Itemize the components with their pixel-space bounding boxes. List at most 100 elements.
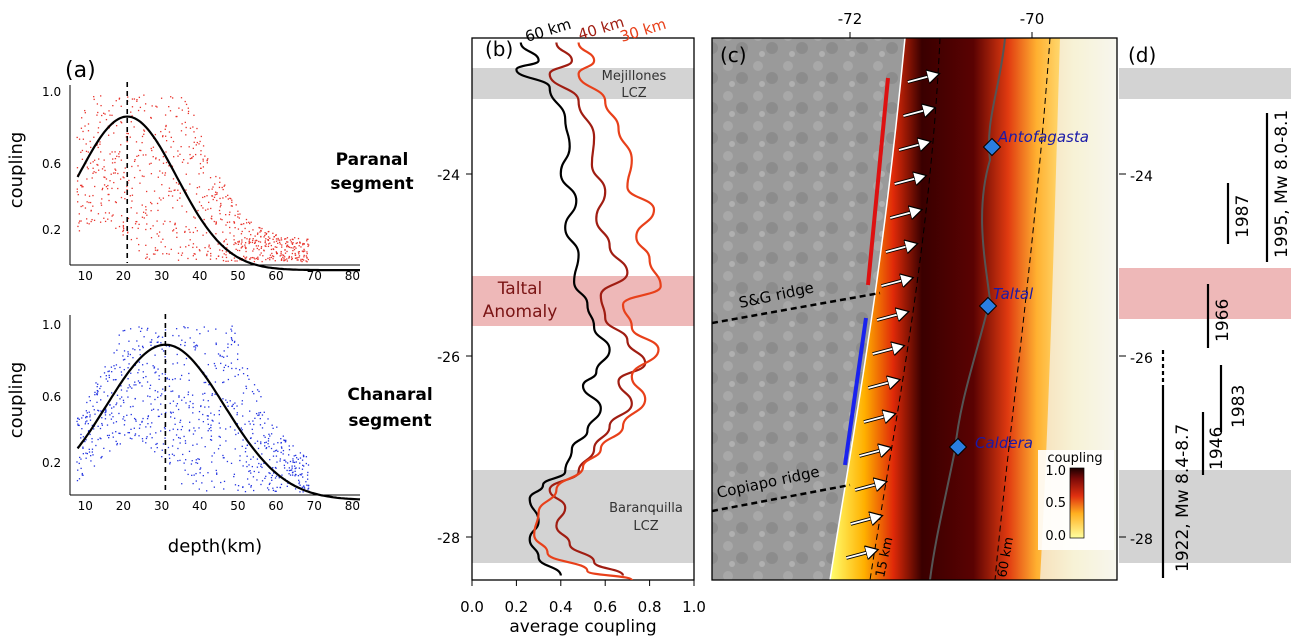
- scatter-point: [96, 103, 99, 105]
- scatter-point: [252, 229, 254, 231]
- scatter-point: [257, 232, 259, 234]
- scatter-point: [225, 238, 227, 241]
- scatter-point: [158, 335, 160, 337]
- scatter-point: [179, 421, 181, 424]
- scatter-point: [85, 439, 87, 441]
- coupling-lines: [515, 42, 662, 582]
- scatter-point: [284, 238, 286, 240]
- scatter-point: [156, 341, 158, 344]
- scatter-point: [93, 428, 95, 430]
- scatter-point: [279, 239, 281, 241]
- scatter-point: [188, 244, 190, 247]
- scatter-point: [100, 457, 102, 459]
- scatter-point: [261, 453, 263, 455]
- scatter-point: [233, 222, 236, 224]
- scatter-point: [255, 257, 258, 260]
- series-line: [515, 42, 611, 576]
- scatter-point: [273, 450, 275, 453]
- scatter-point: [84, 440, 86, 443]
- scatter-point: [86, 416, 88, 418]
- lat-tick-label: -24: [1130, 169, 1153, 185]
- band-label-line2: Anomaly: [483, 302, 558, 322]
- scatter-point: [238, 240, 240, 242]
- scatter-point: [146, 362, 148, 365]
- scatter-point: [80, 184, 82, 187]
- scatter-point: [139, 182, 141, 184]
- scatter-point: [192, 482, 194, 485]
- scatter-point: [145, 190, 148, 193]
- scatter-point: [168, 345, 170, 348]
- scatter-point: [137, 109, 140, 112]
- scatter-point: [95, 382, 97, 384]
- scatter-point: [111, 407, 113, 409]
- scatter-point: [306, 484, 308, 486]
- scatter-point: [189, 337, 191, 339]
- scatter-point: [109, 153, 111, 155]
- scatter-point: [235, 367, 237, 370]
- scatter-point: [169, 110, 172, 112]
- scatter-point: [234, 484, 237, 486]
- scatter-point: [223, 480, 226, 483]
- scatter-point: [265, 447, 267, 450]
- scatter-point: [269, 237, 271, 239]
- scatter-point: [284, 439, 286, 442]
- scatter-point: [196, 443, 198, 445]
- scatter-point: [189, 239, 191, 241]
- scatter-point: [204, 209, 207, 211]
- scatter-point: [126, 390, 128, 392]
- scatter-point: [162, 253, 164, 255]
- scatter-point: [241, 367, 244, 369]
- scatter-point: [136, 212, 138, 214]
- scatter-point: [137, 227, 139, 230]
- scatter-point: [176, 362, 179, 364]
- scatter-point: [302, 259, 305, 261]
- scatter-point: [225, 196, 227, 198]
- scatter-point: [101, 198, 103, 200]
- scatter-point: [192, 147, 194, 150]
- scatter-point: [274, 490, 276, 492]
- scatter-point: [189, 400, 191, 403]
- scatter-point: [142, 440, 144, 442]
- scatter-point: [138, 326, 140, 328]
- scatter-point: [242, 415, 244, 417]
- scatter-point: [204, 246, 206, 249]
- scatter-point: [104, 366, 106, 368]
- lon-tick-label: -72: [838, 10, 863, 28]
- scatter-point: [189, 127, 192, 129]
- band-label-line1: Mejillones: [602, 69, 667, 84]
- scatter-point: [183, 396, 185, 399]
- scatter-point: [97, 409, 99, 412]
- scatter-point: [254, 242, 256, 244]
- scatter-point: [162, 162, 165, 164]
- convergence-arrow-fill: [890, 210, 920, 218]
- scatter-point: [278, 477, 280, 479]
- scatter-point: [280, 252, 282, 254]
- scatter-point: [185, 126, 187, 129]
- scatter-point: [88, 448, 90, 450]
- scatter-point: [113, 406, 115, 408]
- scatter-point: [141, 204, 143, 206]
- scatter-point: [173, 229, 175, 231]
- scatter-point: [122, 230, 124, 233]
- scatter-point: [122, 226, 125, 228]
- rupture-label-1983: 1983: [1229, 385, 1249, 428]
- scatter-point: [89, 201, 92, 204]
- scatter-point: [198, 410, 201, 413]
- scatter-point: [303, 455, 305, 457]
- scatter-point: [177, 408, 180, 411]
- scatter-point: [206, 159, 208, 162]
- scatter-point: [240, 247, 242, 249]
- scatter-point: [216, 192, 218, 194]
- scatter-point: [246, 465, 248, 468]
- scatter-point: [154, 247, 157, 249]
- scatter-point: [113, 352, 115, 354]
- scatter-point: [292, 460, 294, 462]
- scatter-point: [191, 394, 194, 396]
- scatter-point: [87, 123, 90, 125]
- x-tick-label: 70: [307, 499, 322, 513]
- scatter-point: [136, 220, 138, 223]
- x-tick-label: 30: [154, 499, 169, 513]
- scatter-point: [135, 420, 137, 422]
- scatter-point: [293, 461, 296, 464]
- scatter-point: [289, 460, 292, 463]
